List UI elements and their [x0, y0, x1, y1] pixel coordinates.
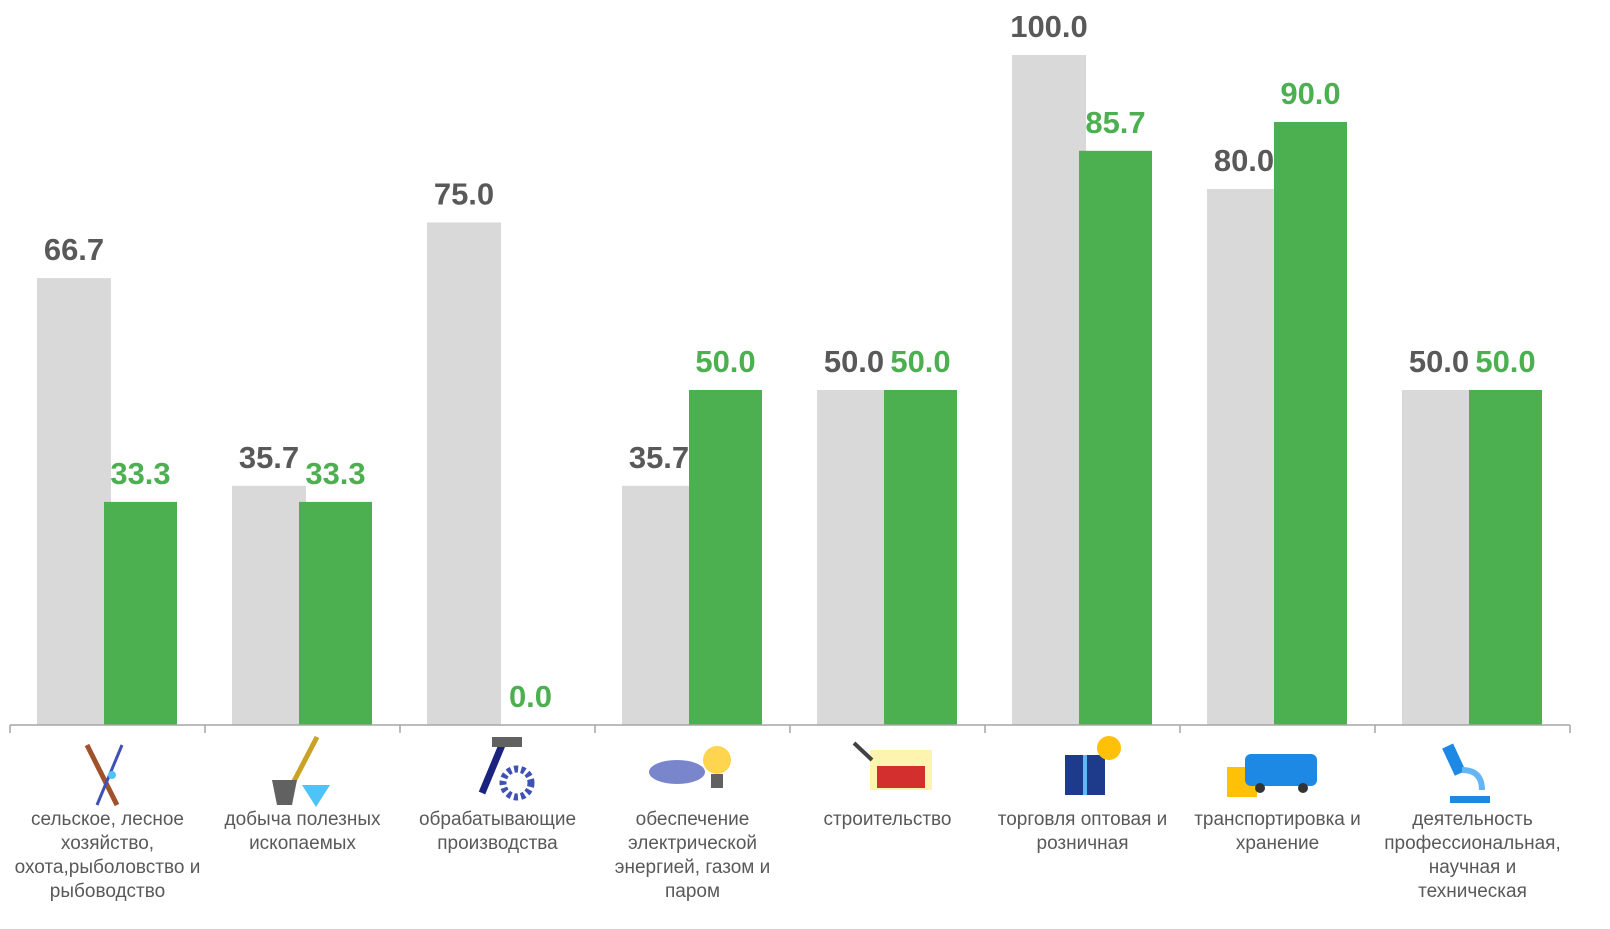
value-label: 50.0 — [824, 344, 884, 379]
bar — [1274, 122, 1347, 725]
category-label: сельское, лесное хозяйство, охота,рыболо… — [14, 809, 201, 902]
category-label: обрабатывающие производства — [418, 809, 577, 854]
category-label: строительство — [823, 809, 952, 830]
category-label: деятельность профессиональная, научная и… — [1384, 809, 1561, 902]
bar — [427, 222, 501, 725]
bar — [232, 485, 306, 725]
value-label: 80.0 — [1214, 143, 1274, 178]
category-label: обеспечение электрической энергией, газо… — [614, 809, 771, 902]
value-label: 66.7 — [44, 232, 104, 267]
bar — [37, 278, 111, 725]
value-label: 50.0 — [1409, 344, 1469, 379]
bar — [817, 390, 891, 725]
value-label: 0.0 — [509, 679, 552, 714]
bar — [689, 390, 762, 725]
icon-trade — [1065, 736, 1121, 795]
value-label: 33.3 — [110, 456, 170, 491]
value-label: 100.0 — [1010, 9, 1088, 44]
value-label: 50.0 — [890, 344, 950, 379]
category-label: торговля оптовая и розничная — [997, 809, 1168, 854]
icon-transport — [1227, 754, 1317, 797]
icon-science — [1442, 743, 1490, 803]
bar — [104, 501, 177, 725]
icon-mining — [272, 735, 330, 807]
icon-manufacturing — [478, 737, 535, 801]
icons — [84, 735, 1490, 807]
value-label: 75.0 — [434, 177, 494, 212]
bar — [299, 501, 372, 725]
bar — [1012, 55, 1086, 725]
icon-construction — [852, 741, 932, 790]
value-label: 50.0 — [695, 344, 755, 379]
bar — [1469, 390, 1542, 725]
bar — [1207, 189, 1281, 725]
value-label: 35.7 — [629, 440, 689, 475]
value-label: 33.3 — [305, 456, 365, 491]
category-label: транспортировка и хранение — [1194, 809, 1361, 854]
value-label: 90.0 — [1280, 76, 1340, 111]
icon-energy — [649, 746, 731, 788]
value-label: 50.0 — [1475, 344, 1535, 379]
category-label: добыча полезных ископаемых — [224, 809, 381, 854]
value-label: 85.7 — [1085, 105, 1145, 140]
icon-agriculture — [84, 743, 124, 807]
value-label: 35.7 — [239, 440, 299, 475]
bar — [622, 485, 696, 725]
bar — [1079, 150, 1152, 725]
bar — [1402, 390, 1476, 725]
bar — [884, 390, 957, 725]
